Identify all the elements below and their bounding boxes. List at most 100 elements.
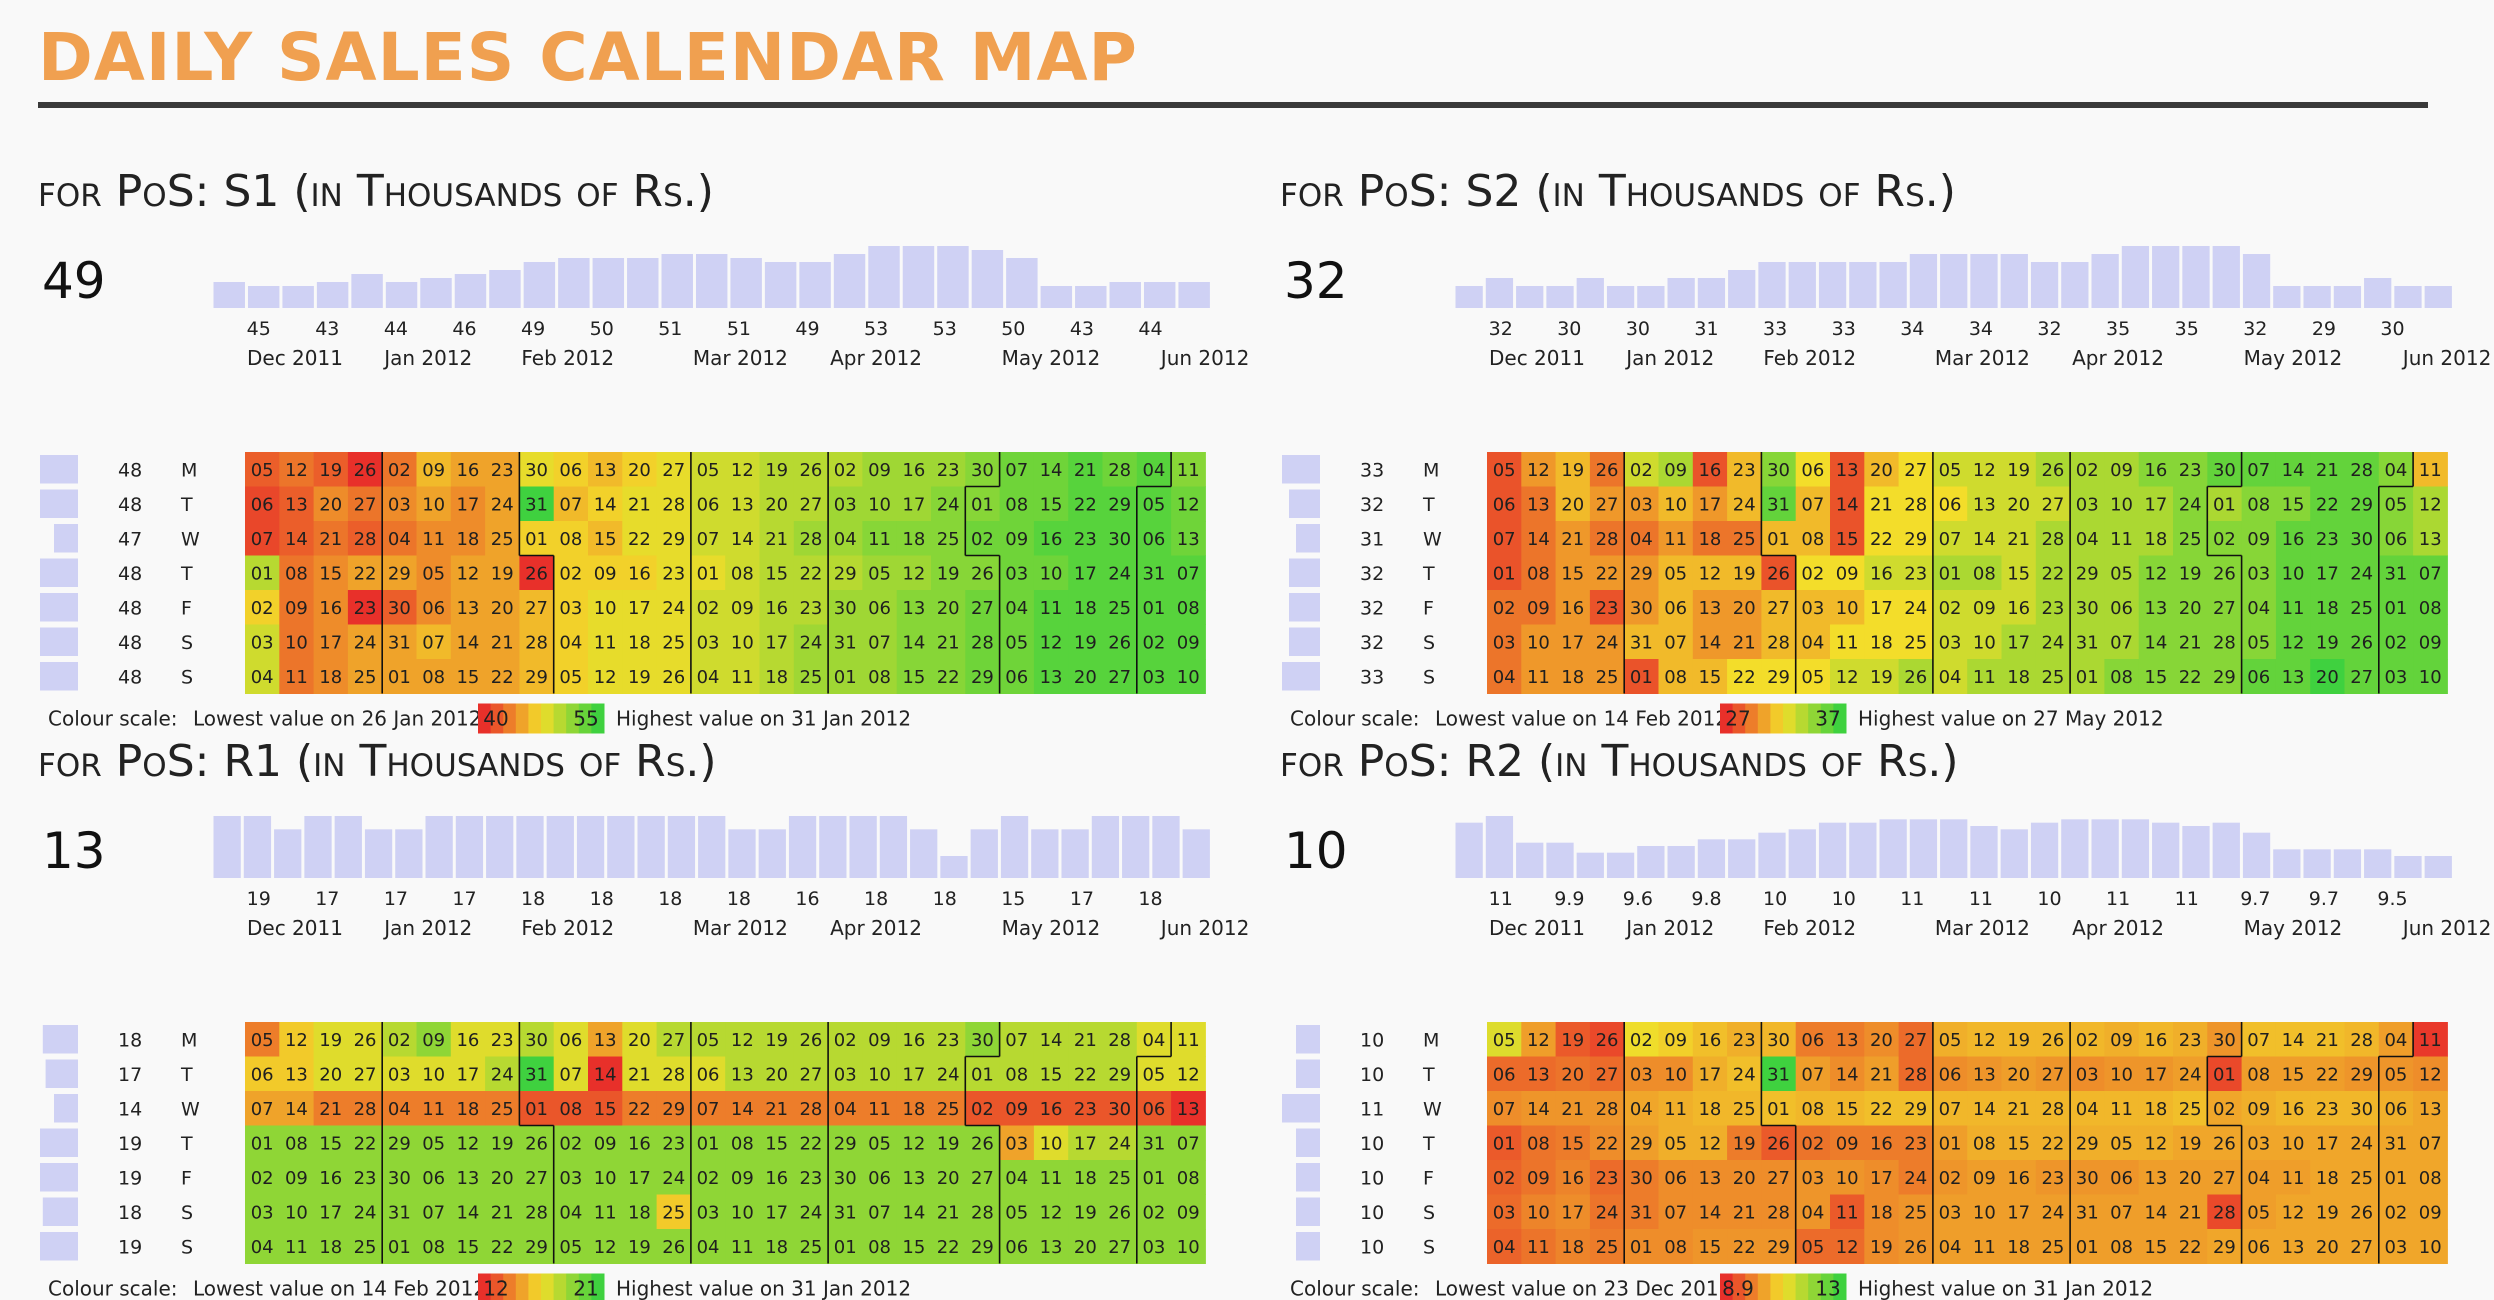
day-number: 14 (731, 1099, 754, 1120)
week-average-label: 18 (933, 888, 957, 910)
day-number: 23 (1733, 1030, 1756, 1051)
month-label: Apr 2012 (2072, 916, 2164, 940)
day-number: 02 (2076, 460, 2099, 481)
day-number: 01 (1142, 598, 1165, 619)
weekly-bar (2394, 286, 2421, 308)
day-number: 17 (456, 494, 479, 515)
day-number: 17 (456, 1064, 479, 1085)
day-number: 13 (456, 1168, 479, 1189)
overall-average: 13 (42, 822, 106, 880)
week-average-label: 53 (864, 318, 888, 340)
day-number: 24 (799, 632, 822, 653)
day-number: 29 (1108, 1064, 1131, 1085)
day-number: 24 (1596, 1202, 1619, 1223)
day-number: 23 (662, 1133, 685, 1154)
day-number: 05 (422, 1133, 445, 1154)
day-number: 30 (388, 1168, 411, 1189)
day-number: 06 (1493, 494, 1516, 515)
day-number: 05 (2247, 632, 2270, 653)
weekly-bar (1456, 286, 1483, 308)
month-label: Feb 2012 (521, 916, 614, 940)
day-number: 05 (1801, 667, 1824, 688)
day-number: 14 (1698, 632, 1721, 653)
day-number: 29 (2213, 667, 2236, 688)
day-number: 10 (285, 632, 308, 653)
weekly-bar (1970, 826, 1997, 878)
day-number: 31 (834, 1202, 857, 1223)
scale-swatch (1783, 1274, 1796, 1300)
day-number: 16 (1040, 529, 1063, 550)
day-number: 16 (2007, 598, 2030, 619)
day-number: 18 (456, 529, 479, 550)
day-number: 18 (1698, 529, 1721, 550)
day-number: 28 (525, 632, 548, 653)
week-average-label: 18 (727, 888, 751, 910)
day-number: 27 (1108, 667, 1131, 688)
month-label: Jan 2012 (382, 916, 472, 940)
day-number: 29 (834, 1133, 857, 1154)
day-number: 24 (1108, 1133, 1131, 1154)
day-number: 22 (2179, 667, 2202, 688)
day-number: 17 (2007, 1202, 2030, 1223)
day-number: 14 (285, 1099, 308, 1120)
day-number: 03 (388, 494, 411, 515)
day-number: 29 (525, 667, 548, 688)
day-number: 02 (1142, 1202, 1165, 1223)
day-number: 08 (2419, 598, 2442, 619)
day-number: 03 (1493, 632, 1516, 653)
day-number: 08 (731, 563, 754, 584)
day-number: 10 (1177, 1237, 1200, 1258)
weekday-bar (54, 1094, 78, 1123)
day-number: 24 (2041, 632, 2064, 653)
day-number: 15 (1698, 667, 1721, 688)
day-number: 03 (2076, 494, 2099, 515)
scale-high-text: Highest value on 27 May 2012 (1858, 707, 2164, 731)
day-number: 28 (1904, 494, 1927, 515)
week-average-label: 18 (590, 888, 614, 910)
weekly-bar (1879, 819, 1906, 878)
day-number: 17 (1870, 1168, 1893, 1189)
day-number: 26 (662, 1237, 685, 1258)
weekday-bar (1289, 559, 1320, 588)
scale-max-label: 21 (573, 1277, 598, 1300)
day-number: 17 (1561, 632, 1584, 653)
weekly-bar (2364, 849, 2391, 878)
day-number: 27 (2041, 494, 2064, 515)
day-number: 26 (2213, 1133, 2236, 1154)
day-number: 11 (2419, 460, 2442, 481)
day-number: 25 (491, 529, 514, 550)
heading-prefix: for PoS: (1280, 166, 1465, 217)
day-label: T (1422, 563, 1435, 585)
day-number: 15 (1561, 563, 1584, 584)
weekly-bar (1970, 254, 1997, 308)
day-number: 30 (1108, 1099, 1131, 1120)
day-number: 17 (2144, 1064, 2167, 1085)
day-number: 08 (1801, 529, 1824, 550)
day-number: 09 (2247, 1099, 2270, 1120)
day-number: 10 (731, 632, 754, 653)
day-number: 29 (971, 667, 994, 688)
weekday-bar (40, 559, 78, 588)
heading-prefix: for PoS: (38, 166, 223, 217)
weekly-bar (868, 246, 899, 308)
day-number: 05 (1939, 1030, 1962, 1051)
day-number: 01 (2384, 1168, 2407, 1189)
day-number: 05 (2384, 1064, 2407, 1085)
day-number: 19 (628, 667, 651, 688)
day-number: 26 (354, 1030, 377, 1051)
day-number: 04 (388, 529, 411, 550)
weekly-bar (2152, 246, 2179, 308)
day-number: 01 (525, 1099, 548, 1120)
day-number: 02 (2076, 1030, 2099, 1051)
day-number: 28 (1108, 1030, 1131, 1051)
weekday-average-label: 32 (1360, 494, 1384, 516)
scale-swatch (1758, 704, 1771, 734)
week-average-label: 32 (2037, 318, 2061, 340)
day-number: 09 (1973, 1168, 1996, 1189)
day-number: 20 (319, 1064, 342, 1085)
day-number: 26 (1596, 460, 1619, 481)
weekly-bar (2122, 246, 2149, 308)
day-number: 08 (1177, 1168, 1200, 1189)
day-number: 16 (1698, 460, 1721, 481)
